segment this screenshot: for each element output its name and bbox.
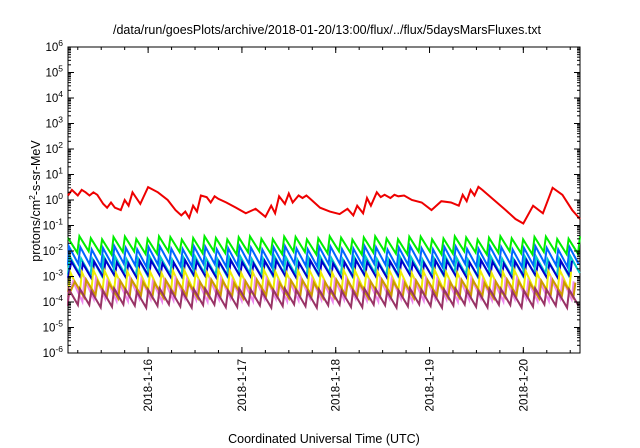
y-tick-label-exp: 4 (58, 89, 63, 99)
y-tick-label-exp: -3 (55, 268, 63, 278)
y-axis-label-sup: 2 (27, 195, 37, 200)
y-tick-label-base: 10 (45, 68, 58, 80)
y-tick-label-base: 10 (45, 195, 58, 207)
y-tick-label: 101 (45, 166, 63, 182)
y-tick-label: 10-5 (43, 319, 64, 335)
x-tick-label: 2018-1-17 (237, 359, 249, 411)
y-tick-label-base: 10 (43, 221, 56, 233)
y-tick-label: 106 (45, 38, 63, 54)
y-tick-label: 10-1 (43, 217, 64, 233)
series-line-band-2 (67, 242, 580, 271)
y-tick-label-base: 10 (43, 246, 56, 258)
y-axis: 10-610-510-410-310-210-11001011021031041… (43, 38, 580, 360)
y-tick-label-exp: 3 (58, 115, 63, 125)
y-tick-label-exp: -2 (55, 242, 63, 252)
y-tick-label-base: 10 (43, 348, 56, 360)
y-tick-label-exp: -5 (55, 319, 63, 329)
series-line-band-1 (67, 233, 581, 258)
y-tick-label: 105 (45, 64, 63, 80)
x-axis: 2018-1-16 2018-1-17 2018-1-18 2018-1-19 2018… (77, 47, 571, 411)
y-tick-label-base: 10 (45, 42, 58, 54)
y-tick-label-base: 10 (43, 272, 56, 284)
y-tick-label-base: 10 (45, 170, 58, 182)
y-axis-label: protons/cm2-s-sr-MeV (27, 140, 43, 262)
y-tick-label-exp: 0 (58, 191, 63, 201)
y-tick-label: 10-4 (43, 293, 64, 309)
y-tick-label-base: 10 (43, 297, 56, 309)
y-tick-label-exp: -6 (55, 344, 63, 354)
y-tick-label: 10-2 (43, 242, 64, 258)
series-line-band-3 (67, 252, 581, 280)
chart-title: /data/run/goesPlots/archive/2018-01-20/1… (113, 23, 542, 37)
y-tick-label: 102 (45, 140, 63, 156)
series-layer (67, 185, 581, 311)
y-tick-label-exp: 6 (58, 38, 63, 48)
y-tick-label-exp: -1 (55, 217, 63, 227)
y-tick-label-exp: 5 (58, 64, 63, 74)
y-tick-label-base: 10 (43, 323, 56, 335)
y-tick-label: 104 (45, 89, 63, 105)
y-tick-label-exp: 2 (58, 140, 63, 150)
x-tick-label: 2018-1-20 (518, 359, 530, 411)
series-line-1 (67, 185, 581, 225)
y-tick-label: 100 (45, 191, 63, 207)
y-tick-label-base: 10 (45, 93, 58, 105)
y-tick-label-exp: 1 (58, 166, 63, 176)
y-tick-label-base: 10 (45, 144, 58, 156)
y-tick-label: 10-3 (43, 268, 64, 284)
y-tick-label: 103 (45, 115, 63, 131)
y-axis-label-rest: -s-sr-MeV (29, 140, 43, 196)
y-tick-label: 10-6 (43, 344, 64, 360)
y-tick-label-exp: -4 (55, 293, 63, 303)
y-tick-label-base: 10 (45, 119, 58, 131)
x-tick-label: 2018-1-19 (425, 359, 437, 411)
series-line-band-8 (67, 285, 580, 311)
x-tick-label: 2018-1-18 (331, 359, 343, 411)
y-axis-label-base: protons/cm (29, 200, 43, 262)
x-tick-label: 2018-1-16 (143, 359, 155, 411)
x-axis-label: Coordinated Universal Time (UTC) (228, 432, 420, 446)
plot-area: 10-610-510-410-310-210-11001011021031041… (43, 38, 581, 411)
